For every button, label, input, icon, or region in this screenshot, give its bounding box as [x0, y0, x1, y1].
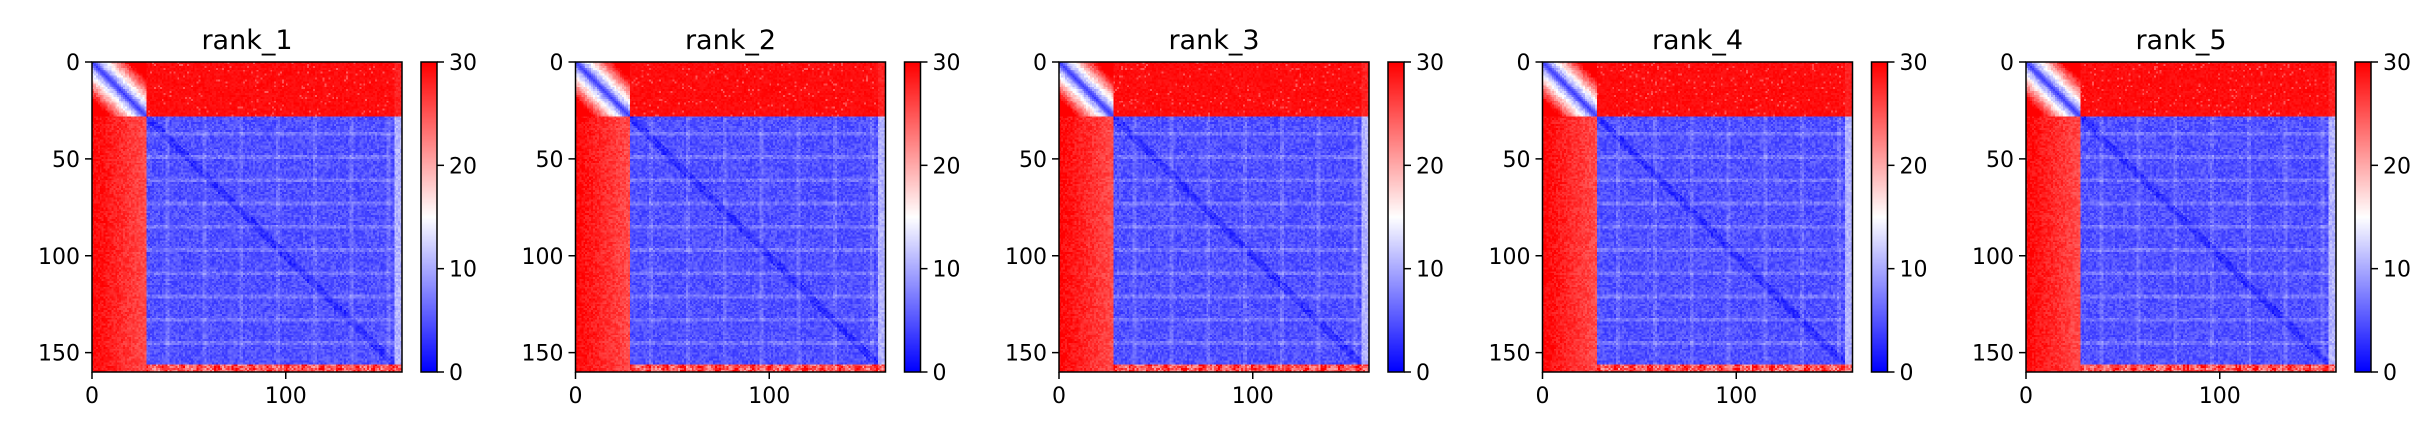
- y-tick-label: 50: [1503, 148, 1531, 173]
- colorbar-gradient: [904, 62, 921, 372]
- x-tick-label: 0: [569, 384, 583, 409]
- colorbar-gradient: [2355, 62, 2371, 372]
- colorbar-tick-label: 10: [1900, 258, 1928, 283]
- chart-title: rank_1: [201, 25, 292, 56]
- colorbar-tick-label: 20: [449, 154, 477, 179]
- heatmap-image: [1059, 62, 1369, 372]
- colorbar-tick-label: 10: [2383, 258, 2411, 283]
- y-tick-label: 0: [66, 51, 80, 76]
- heatmap-image: [92, 62, 402, 372]
- y-tick-label: 100: [38, 245, 80, 270]
- colorbar-tick-label: 20: [1416, 154, 1444, 179]
- y-tick-label: 150: [1489, 342, 1531, 367]
- heatmap-image: [575, 62, 886, 372]
- x-tick-label: 0: [2019, 384, 2033, 409]
- y-tick-label: 100: [522, 245, 564, 270]
- colorbar-frame: [903, 61, 922, 373]
- y-tick-label: 150: [1005, 342, 1047, 367]
- heatmap-image: [2026, 62, 2336, 372]
- chart-title: rank_2: [685, 25, 776, 56]
- colorbar-tick-label: 0: [2383, 361, 2397, 386]
- y-tick-label: 50: [1019, 148, 1047, 173]
- plot-frame: [574, 61, 887, 373]
- colorbar-tick-label: 30: [1900, 51, 1928, 76]
- y-tick-label: 100: [1005, 245, 1047, 270]
- colorbar-tick-label: 10: [933, 258, 961, 283]
- colorbar-tick-label: 30: [449, 51, 477, 76]
- plot-frame: [2025, 61, 2337, 373]
- colorbar-frame: [420, 61, 438, 373]
- heatmap-image: [1542, 62, 1853, 372]
- x-tick-label: 100: [1232, 384, 1274, 409]
- y-tick-label: 50: [52, 148, 80, 173]
- plot-frame: [91, 61, 403, 373]
- colorbar-frame: [2354, 61, 2372, 373]
- colorbar-tick-label: 0: [1416, 361, 1430, 386]
- plot-frame: [1058, 61, 1370, 373]
- colorbar-tick-label: 30: [1416, 51, 1444, 76]
- colorbar-tick-label: 0: [1900, 361, 1914, 386]
- colorbar-frame: [1870, 61, 1889, 373]
- chart-title: rank_4: [1652, 25, 1743, 56]
- y-tick-label: 100: [1489, 245, 1531, 270]
- x-tick-label: 100: [2199, 384, 2241, 409]
- colorbar-tick-label: 10: [1416, 258, 1444, 283]
- x-tick-label: 0: [1536, 384, 1550, 409]
- y-tick-label: 0: [2000, 51, 2014, 76]
- colorbar-gradient: [1388, 62, 1404, 372]
- x-tick-label: 100: [265, 384, 307, 409]
- y-tick-label: 0: [1517, 51, 1531, 76]
- colorbar-gradient: [1871, 62, 1888, 372]
- y-tick-label: 0: [550, 51, 564, 76]
- colorbar-tick-label: 0: [933, 361, 947, 386]
- y-tick-label: 150: [522, 342, 564, 367]
- chart-title: rank_5: [2135, 25, 2226, 56]
- y-tick-label: 50: [536, 148, 564, 173]
- colorbar-tick-label: 0: [449, 361, 463, 386]
- y-tick-label: 0: [1033, 51, 1047, 76]
- colorbar-tick-label: 10: [449, 258, 477, 283]
- colorbar-tick-label: 20: [933, 154, 961, 179]
- colorbar-tick-label: 20: [1900, 154, 1928, 179]
- y-tick-label: 100: [1972, 245, 2014, 270]
- x-tick-label: 0: [1052, 384, 1066, 409]
- colorbar-gradient: [421, 62, 437, 372]
- colorbar-tick-label: 20: [2383, 154, 2411, 179]
- colorbar-tick-label: 30: [2383, 51, 2411, 76]
- x-tick-label: 0: [85, 384, 99, 409]
- chart-title: rank_3: [1168, 25, 1259, 56]
- y-tick-label: 150: [38, 342, 80, 367]
- y-tick-label: 50: [1986, 148, 2014, 173]
- x-tick-label: 100: [1715, 384, 1757, 409]
- colorbar-tick-label: 30: [933, 51, 961, 76]
- y-tick-label: 150: [1972, 342, 2014, 367]
- plot-frame: [1541, 61, 1854, 373]
- x-tick-label: 100: [748, 384, 790, 409]
- colorbar-frame: [1387, 61, 1405, 373]
